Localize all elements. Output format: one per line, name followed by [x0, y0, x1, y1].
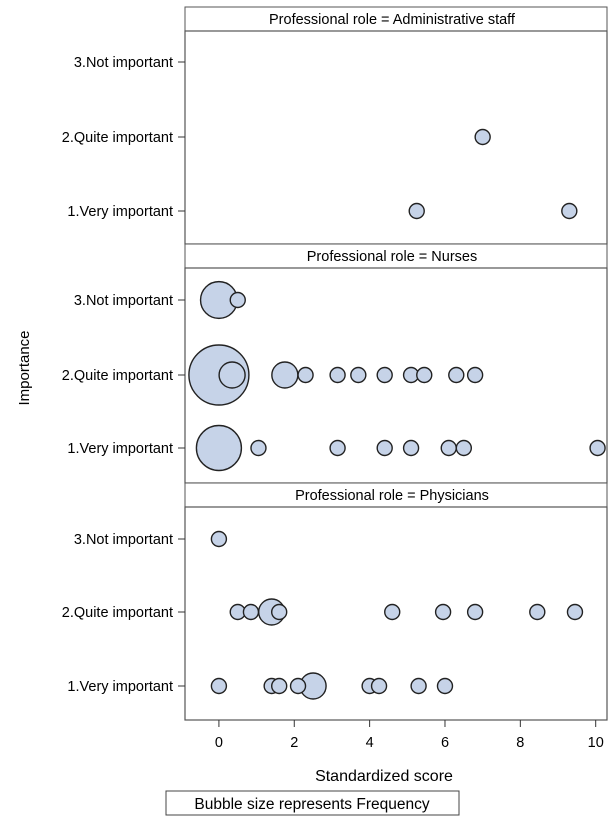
x-tick-label: 10	[588, 735, 604, 751]
x-tick-label: 8	[516, 735, 524, 751]
bubble	[529, 603, 546, 621]
y-tick-label: 3.Not important	[74, 55, 173, 71]
panel-title: Professional role = Physicians	[295, 488, 489, 504]
y-tick-label: 3.Not important	[74, 293, 173, 309]
bubble	[434, 603, 452, 621]
panel-header	[184, 482, 608, 508]
y-tick-label: 2.Quite important	[62, 368, 173, 384]
panel-2: Professional role = Nurses 3.Not importan…	[62, 243, 608, 484]
x-axis: 0 2 4 6 8 10	[215, 720, 604, 751]
x-tick-label: 0	[215, 735, 223, 751]
bubble	[455, 439, 473, 457]
x-axis-label: Standardized score	[315, 768, 453, 785]
bubble	[271, 361, 299, 389]
bubble	[270, 603, 288, 621]
bubble	[376, 366, 393, 384]
bubble	[436, 677, 454, 695]
panels-layer: Professional role = Administrative staff…	[62, 6, 608, 721]
bubble	[474, 128, 491, 146]
panel-1: Professional role = Administrative staff…	[62, 6, 608, 245]
bubble	[466, 366, 484, 384]
panel-title: Professional role = Administrative staff	[269, 12, 516, 28]
bubble	[466, 603, 484, 621]
x-tick-label: 4	[366, 735, 374, 751]
bubble	[566, 603, 584, 621]
panel-frame	[184, 30, 608, 245]
panel-3: Professional role = Physicians 3.Not impo…	[62, 482, 608, 721]
bubble	[410, 677, 427, 695]
y-tick-label: 2.Quite important	[62, 605, 173, 621]
bubble	[270, 677, 288, 695]
size-note: Bubble size represents Frequency	[194, 796, 429, 813]
bubble	[229, 291, 246, 309]
bubble	[376, 439, 393, 457]
bubble	[589, 439, 606, 457]
x-tick-label: 2	[290, 735, 298, 751]
bubble	[250, 439, 267, 457]
bubble	[384, 603, 401, 621]
bubble	[210, 677, 228, 695]
bubble	[329, 366, 346, 384]
panel-header	[184, 243, 608, 269]
bubble	[329, 439, 346, 457]
y-axis-label: Importance	[16, 330, 33, 405]
bubble	[408, 202, 425, 220]
bubble	[402, 439, 420, 457]
bubble	[350, 366, 367, 384]
panel-header	[184, 6, 608, 32]
y-tick-label: 1.Very important	[67, 679, 173, 695]
bubble	[448, 366, 465, 384]
bubble	[561, 202, 578, 220]
y-tick-label: 2.Quite important	[62, 130, 173, 146]
bubble	[195, 424, 243, 472]
y-tick-label: 3.Not important	[74, 532, 173, 548]
bubble	[297, 366, 314, 384]
y-tick-label: 1.Very important	[67, 441, 173, 457]
bubble	[416, 366, 433, 384]
x-tick-label: 6	[441, 735, 449, 751]
bubble	[289, 677, 307, 695]
panel-title: Professional role = Nurses	[307, 249, 477, 265]
y-tick-label: 1.Very important	[67, 204, 173, 220]
panel-frame	[184, 506, 608, 721]
bubble	[210, 530, 228, 548]
bubble	[440, 439, 457, 457]
size-note-box	[165, 790, 460, 816]
bubble	[218, 361, 246, 389]
bubble	[370, 677, 388, 695]
bubble	[242, 603, 260, 621]
